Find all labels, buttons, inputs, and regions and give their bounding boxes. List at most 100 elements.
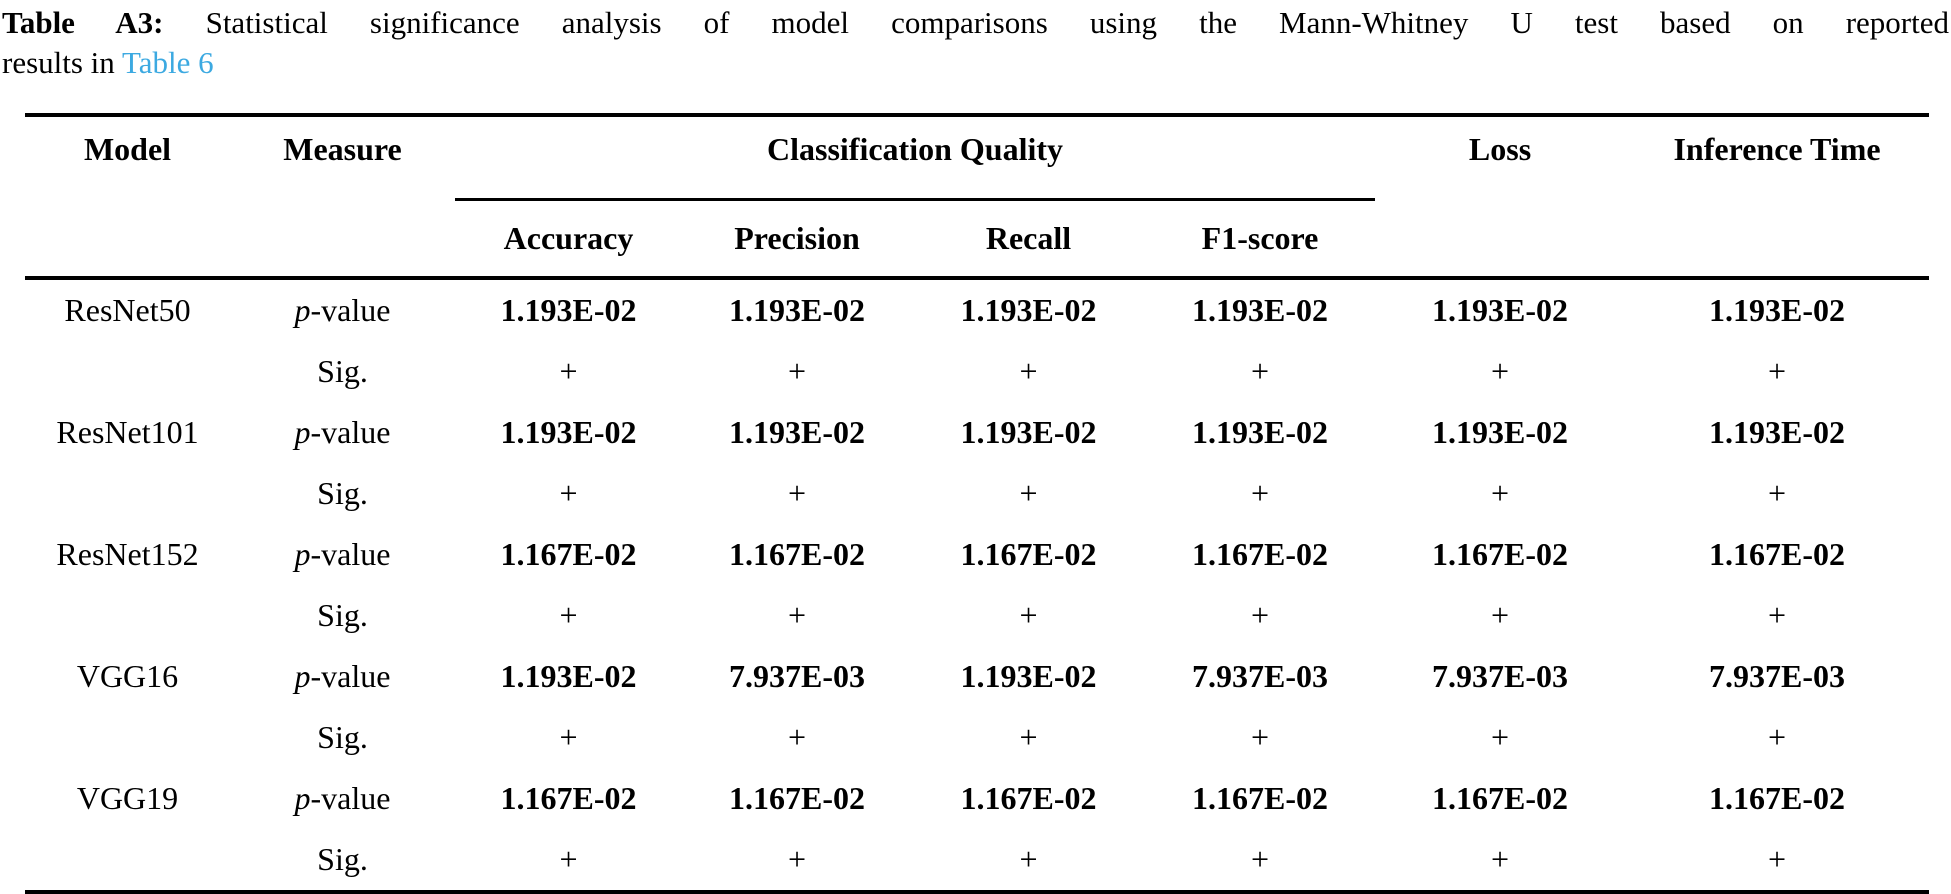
p-symbol: p (294, 292, 311, 328)
p-value-cell: 1.193E-02 (960, 658, 1097, 694)
p-value-cell: 1.167E-02 (1192, 780, 1328, 816)
sig-cell: + (1767, 597, 1787, 633)
sig-cell: + (1250, 475, 1270, 511)
sig-cell: + (787, 597, 807, 633)
sig-cell: + (1019, 597, 1038, 633)
sig-cell: + (1250, 719, 1270, 755)
sig-cell: + (1019, 841, 1038, 877)
table-body: ResNet50 p-value 1.193E-02 1.193E-02 1.1… (25, 278, 1929, 892)
sig-cell: + (787, 353, 807, 389)
empty-cell (25, 829, 230, 892)
p-value-label: -value (310, 780, 391, 816)
sig-cell: + (787, 475, 807, 511)
p-value-cell: 1.193E-02 (729, 292, 865, 328)
measure-cell: Sig. (317, 719, 368, 755)
table-caption: Table A3: Statistical significance analy… (0, 0, 1951, 83)
p-value-cell: 1.193E-02 (960, 292, 1097, 328)
measure-cell: Sig. (317, 841, 368, 877)
caption-text: Statistical significance analysis of mod… (205, 5, 1949, 40)
p-value-cell: 1.193E-02 (1709, 292, 1846, 328)
p-value-cell: 1.193E-02 (1192, 414, 1328, 450)
caption-line-2: results in Table 6 (2, 43, 1949, 83)
significance-table: Model Measure Classification Quality Los… (25, 113, 1930, 894)
sig-cell: + (1767, 841, 1787, 877)
sig-cell: + (1767, 475, 1787, 511)
sig-cell: + (559, 353, 578, 389)
measure-cell: p-value (230, 278, 455, 341)
sig-cell: + (1490, 719, 1510, 755)
p-value-cell: 1.167E-02 (1192, 536, 1328, 572)
p-symbol: p (294, 536, 311, 572)
col-header-recall: Recall (912, 199, 1145, 280)
p-value-cell: 1.167E-02 (1432, 536, 1569, 572)
sig-cell: + (559, 597, 578, 633)
table-row-vgg19-sig: Sig. + + + + + + (25, 829, 1929, 892)
table-6-link[interactable]: Table 6 (122, 45, 214, 80)
sig-cell: + (1490, 353, 1510, 389)
measure-cell: p-value (230, 768, 455, 829)
col-header-classification-quality: Classification Quality (455, 115, 1376, 201)
measure-cell: Sig. (317, 353, 368, 389)
model-name-cell: ResNet50 (64, 292, 191, 328)
table-row-vgg16-sig: Sig. + + + + + + (25, 707, 1929, 768)
sig-cell: + (1019, 353, 1038, 389)
table-row-resnet152-pvalue: ResNet152 p-value 1.167E-02 1.167E-02 1.… (25, 524, 1929, 585)
table-row-resnet50-pvalue: ResNet50 p-value 1.193E-02 1.193E-02 1.1… (25, 278, 1929, 341)
sig-cell: + (559, 841, 578, 877)
empty-cell (25, 585, 230, 646)
p-value-cell: 1.167E-02 (500, 536, 637, 572)
p-value-cell: 1.167E-02 (1709, 536, 1846, 572)
p-value-cell: 1.193E-02 (500, 414, 637, 450)
p-value-cell: 1.193E-02 (729, 414, 865, 450)
col-header-model: Model (25, 115, 230, 280)
p-value-label: -value (310, 414, 391, 450)
measure-cell: p-value (230, 524, 455, 585)
col-header-precision: Precision (682, 199, 912, 280)
sig-cell: + (1490, 841, 1510, 877)
p-value-cell: 7.937E-03 (729, 658, 865, 694)
model-name-cell: ResNet101 (56, 414, 199, 450)
col-header-inference-time: Inference Time (1625, 115, 1930, 280)
p-value-cell: 1.193E-02 (1192, 292, 1328, 328)
p-value-cell: 1.193E-02 (1709, 414, 1846, 450)
p-value-label: -value (310, 292, 391, 328)
p-symbol: p (294, 658, 311, 694)
measure-cell: Sig. (317, 597, 368, 633)
caption-label: Table A3: (2, 5, 164, 40)
measure-cell: p-value (230, 646, 455, 707)
p-value-cell: 1.193E-02 (960, 414, 1097, 450)
sig-cell: + (1490, 475, 1510, 511)
sig-cell: + (1019, 719, 1038, 755)
p-value-label: -value (310, 536, 391, 572)
p-symbol: p (294, 414, 311, 450)
header-row-sub: Accuracy Precision Recall F1-score (25, 199, 1929, 280)
p-value-cell: 1.193E-02 (500, 292, 637, 328)
p-value-cell: 1.167E-02 (500, 780, 637, 816)
p-symbol: p (294, 780, 311, 816)
sig-cell: + (787, 719, 807, 755)
p-value-cell: 1.193E-02 (1432, 292, 1569, 328)
p-value-cell: 1.167E-02 (729, 536, 865, 572)
table-row-vgg16-pvalue: VGG16 p-value 1.193E-02 7.937E-03 1.193E… (25, 646, 1929, 707)
col-header-accuracy: Accuracy (455, 199, 682, 280)
table-row-resnet50-sig: Sig. + + + + + + (25, 341, 1929, 402)
p-value-cell: 1.193E-02 (1432, 414, 1569, 450)
table-row-resnet101-pvalue: ResNet101 p-value 1.193E-02 1.193E-02 1.… (25, 402, 1929, 463)
empty-cell (25, 463, 230, 524)
empty-cell (25, 707, 230, 768)
p-value-cell: 1.167E-02 (1432, 780, 1569, 816)
sig-cell: + (559, 475, 578, 511)
table-header: Model Measure Classification Quality Los… (25, 115, 1930, 280)
measure-cell: p-value (230, 402, 455, 463)
col-header-f1-score: F1-score (1145, 199, 1376, 280)
col-header-loss: Loss (1375, 115, 1626, 280)
sig-cell: + (1019, 475, 1038, 511)
sig-cell: + (1490, 597, 1510, 633)
sig-cell: + (1767, 353, 1787, 389)
model-name-cell: VGG16 (76, 658, 179, 694)
sig-cell: + (1250, 597, 1270, 633)
sig-cell: + (1250, 353, 1270, 389)
model-name-cell: VGG19 (76, 780, 179, 816)
p-value-cell: 7.937E-03 (1432, 658, 1569, 694)
table-row-resnet101-sig: Sig. + + + + + + (25, 463, 1929, 524)
